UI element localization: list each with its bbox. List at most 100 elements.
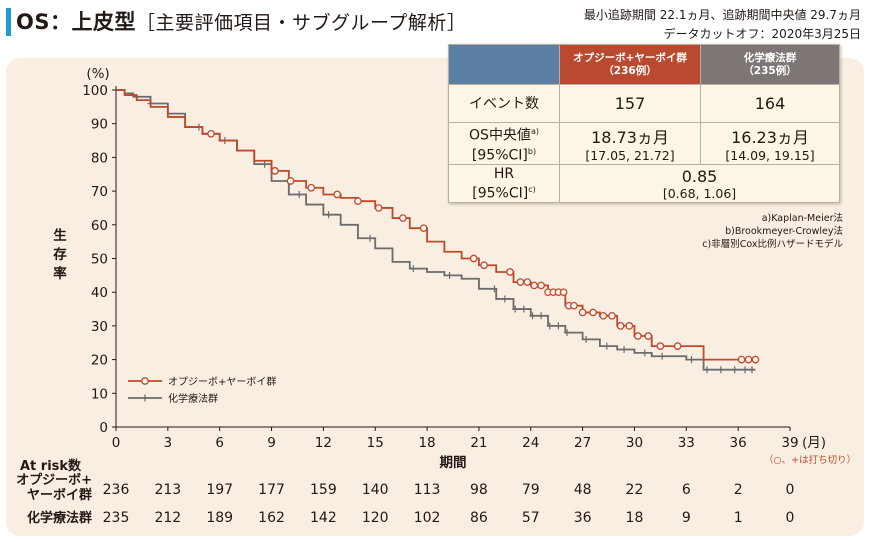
y-tick-label: 50	[91, 252, 108, 268]
censor-marker-opdivo-yervoy	[656, 342, 665, 350]
at-risk-value: 197	[206, 482, 233, 498]
median-sup: a)	[530, 126, 539, 136]
at-risk-value: 18	[626, 510, 644, 526]
arm-b-n: （235例）	[743, 64, 797, 77]
at-risk-value: 102	[414, 510, 441, 526]
y-tick-label: 30	[91, 319, 108, 335]
censor-marker-opdivo-yervoy	[599, 311, 608, 320]
censor-marker-opdivo-yervoy	[333, 190, 342, 199]
censor-marker-opdivo-yervoy	[744, 355, 753, 364]
median-b-ci: [14.09, 19.15]	[725, 148, 815, 163]
censor-marker-opdivo-yervoy	[589, 308, 597, 317]
at-risk-value: 113	[414, 482, 441, 498]
y-tick-label: 90	[91, 117, 108, 133]
footnote-b: b)Brookmeyer-Crowley法	[725, 226, 843, 237]
at-risk-value: 177	[258, 482, 285, 498]
x-tick-label: 6	[215, 435, 224, 451]
censor-marker-opdivo-yervoy	[419, 224, 428, 233]
at-risk-value: 235	[103, 510, 130, 526]
censor-marker-chemo	[621, 345, 628, 353]
events-a: 157	[559, 84, 701, 123]
x-tick-label: 24	[522, 435, 539, 451]
censor-marker-opdivo-yervoy	[399, 214, 407, 222]
censor-marker-opdivo-yervoy	[673, 342, 682, 350]
at-risk-value: 236	[103, 482, 130, 498]
median-a-cell: 18.73ヵ月 [17.05, 21.72]	[559, 122, 701, 165]
x-unit-label: (月)	[802, 435, 826, 451]
at-risk-value: 6	[682, 482, 691, 498]
at-risk-value: 0	[786, 482, 795, 498]
censor-marker-chemo	[367, 234, 374, 242]
events-b: 164	[700, 84, 840, 123]
hr-ci: [0.68, 1.06]	[662, 185, 737, 201]
x-tick-label: 12	[315, 435, 332, 451]
at-risk-value: 120	[362, 510, 389, 526]
censor-marker-chemo	[410, 265, 417, 273]
at-risk-value: 0	[786, 510, 795, 526]
y-tick-label: 80	[91, 150, 108, 166]
x-axis-title: 期間	[440, 455, 467, 471]
x-tick-label: 18	[418, 435, 435, 451]
y-tick-label: 70	[91, 184, 108, 200]
censor-marker-opdivo-yervoy	[271, 167, 279, 175]
ci-label: [95%CI]	[471, 147, 528, 164]
at-risk-value: 140	[362, 482, 389, 498]
footnotes: a)Kaplan-Meier法 b)Brookmeyer-Crowley法 c)…	[702, 212, 843, 251]
censor-marker-opdivo-yervoy	[354, 197, 362, 206]
x-tick-label: 33	[678, 435, 695, 451]
at-risk-row-label: 化学療法群	[27, 510, 92, 526]
hr-value-cell: 0.85 [0.68, 1.06]	[559, 164, 840, 203]
arm-b-name: 化学療法群	[743, 51, 797, 64]
censor-marker-chemo	[564, 329, 571, 337]
median-a-ci: [17.05, 21.72]	[585, 148, 675, 163]
censor-marker-opdivo-yervoy	[625, 322, 634, 330]
censor-marker-chemo	[325, 211, 332, 219]
x-tick-label: 21	[470, 435, 487, 451]
hr-label: HR	[493, 165, 515, 182]
censor-marker-opdivo-yervoy	[737, 355, 746, 364]
page-title: OS：上皮型［主要評価項目・サブグループ解析］	[16, 6, 466, 36]
censor-marker-opdivo-yervoy	[751, 355, 760, 364]
stats-table: オプジーボ+ヤーボイ群 （236例） 化学療法群 （235例） イベント数 15…	[448, 44, 840, 203]
at-risk-value: 22	[626, 482, 644, 498]
at-risk-value: 9	[682, 510, 691, 526]
censor-marker-chemo	[529, 312, 536, 320]
censor-marker-chemo	[491, 285, 498, 293]
at-risk-row-label: オプジーボ+ヤーボイ群	[16, 472, 92, 503]
censor-marker-opdivo-yervoy	[374, 204, 383, 212]
median-label-cell: OS中央値a) [95%CI]b)	[448, 122, 560, 165]
censor-marker-chemo	[717, 366, 724, 374]
legend-label-chemo: 化学療法群	[168, 392, 218, 405]
footnote-c: c)非層別Cox比例ハザードモデル	[702, 239, 843, 250]
x-tick-label: 27	[574, 435, 591, 451]
at-risk-value: 212	[154, 510, 181, 526]
censor-marker-opdivo-yervoy	[506, 268, 514, 276]
censor-note: （○、+は打ち切り）	[764, 454, 856, 466]
censor-marker-opdivo-yervoy	[530, 281, 539, 290]
y-tick-label: 60	[91, 218, 108, 234]
at-risk-value: 2	[734, 482, 743, 498]
hr-sup: c)	[528, 184, 536, 194]
arm-a-name: オプジーボ+ヤーボイ群	[573, 51, 687, 64]
at-risk-value: 159	[310, 482, 337, 498]
censor-marker-chemo	[520, 305, 527, 313]
y-unit-label: (%)	[86, 66, 109, 82]
censor-marker-opdivo-yervoy	[523, 278, 532, 286]
at-risk-title: At risk数	[20, 458, 82, 474]
legend-label-opdivo-yervoy: オプジーボ+ヤーボイ群	[168, 375, 276, 388]
legend-marker-chemo	[142, 394, 148, 402]
y-tick-label: 40	[91, 285, 108, 301]
censor-marker-opdivo-yervoy	[634, 332, 642, 340]
x-tick-label: 15	[367, 435, 384, 451]
y-tick-label: 100	[82, 83, 108, 99]
at-risk-value: 213	[154, 482, 181, 498]
at-risk-value: 98	[470, 482, 488, 498]
censor-marker-chemo	[583, 335, 590, 343]
events-label: イベント数	[448, 84, 560, 123]
at-risk-value: 57	[522, 510, 540, 526]
footnote-a: a)Kaplan-Meier法	[761, 213, 843, 224]
censor-marker-chemo	[659, 352, 666, 360]
censor-marker-chemo	[446, 271, 453, 279]
series-line-opdivo-yervoy	[116, 89, 756, 361]
